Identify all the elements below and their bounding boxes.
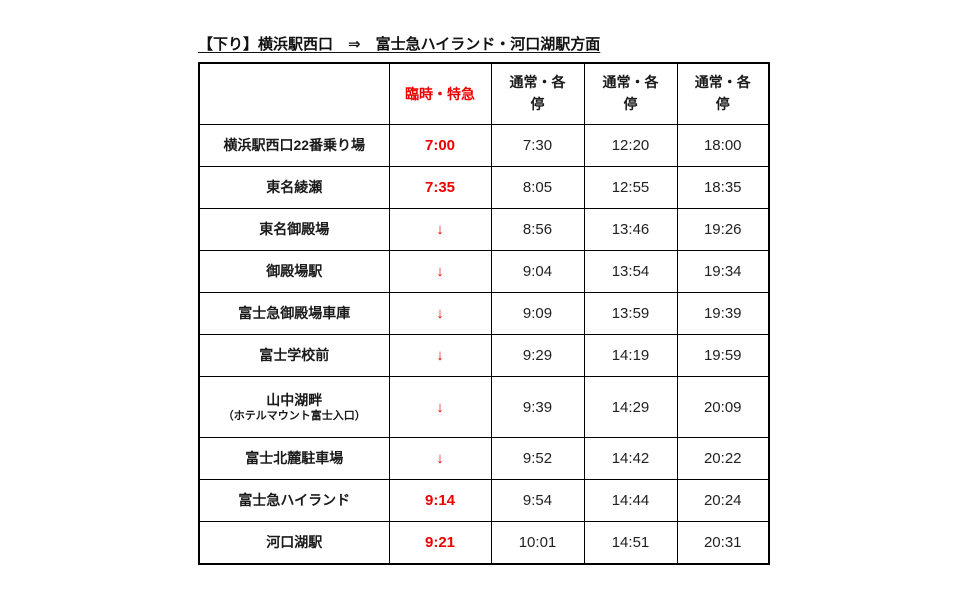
express-time-cell: 7:00 bbox=[388, 124, 492, 167]
table-row: 横浜駅西口22番乗り場 7:00 7:30 12:20 18:00 bbox=[198, 124, 770, 167]
column-header-express: 臨時・特急 bbox=[388, 62, 492, 125]
regular-time-cell: 9:29 bbox=[490, 334, 585, 377]
regular-time-cell: 12:55 bbox=[583, 166, 678, 209]
regular-time-cell: 8:05 bbox=[490, 166, 585, 209]
express-pass-arrow-icon: ↓ bbox=[388, 376, 492, 438]
regular-time-cell: 9:39 bbox=[490, 376, 585, 438]
regular-time-cell: 20:22 bbox=[676, 437, 770, 480]
table-row: 御殿場駅 ↓ 9:04 13:54 19:34 bbox=[198, 250, 770, 293]
column-header-regular-label: 通常・各停 bbox=[602, 74, 659, 112]
express-pass-arrow-icon: ↓ bbox=[388, 292, 492, 335]
regular-time-cell: 7:30 bbox=[490, 124, 585, 167]
regular-time-cell: 9:54 bbox=[490, 479, 585, 522]
regular-time-cell: 10:01 bbox=[490, 521, 585, 565]
column-header-regular-label: 通常・各停 bbox=[694, 74, 751, 112]
regular-time-cell: 14:42 bbox=[583, 437, 678, 480]
station-name-cell: 富士北麓駐車場 bbox=[198, 437, 390, 480]
table-row: 東名御殿場 ↓ 8:56 13:46 19:26 bbox=[198, 208, 770, 251]
regular-time-cell: 8:56 bbox=[490, 208, 585, 251]
station-name-cell: 御殿場駅 bbox=[198, 250, 390, 293]
table-row: 富士学校前 ↓ 9:29 14:19 19:59 bbox=[198, 334, 770, 377]
header-row: 臨時・特急 通常・各停 通常・各停 通常・各停 bbox=[198, 62, 770, 125]
regular-time-cell: 14:19 bbox=[583, 334, 678, 377]
column-header-regular-1: 通常・各停 bbox=[490, 62, 585, 125]
regular-time-cell: 20:31 bbox=[676, 521, 770, 565]
timetable-title: 【下り】横浜駅西口 ⇒ 富士急ハイランド・河口湖駅方面 bbox=[198, 36, 601, 53]
regular-time-cell: 18:35 bbox=[676, 166, 770, 209]
timetable: 臨時・特急 通常・各停 通常・各停 通常・各停 横浜駅西口22番乗り場 7:00… bbox=[198, 62, 770, 565]
column-header-regular-2: 通常・各停 bbox=[583, 62, 678, 125]
timetable-page: 【下り】横浜駅西口 ⇒ 富士急ハイランド・河口湖駅方面 臨時・特急 通常・各停 … bbox=[198, 36, 770, 565]
regular-time-cell: 13:46 bbox=[583, 208, 678, 251]
regular-time-cell: 14:51 bbox=[583, 521, 678, 565]
column-header-regular-label: 通常・各停 bbox=[509, 74, 566, 112]
regular-time-cell: 19:34 bbox=[676, 250, 770, 293]
regular-time-cell: 9:09 bbox=[490, 292, 585, 335]
regular-time-cell: 9:52 bbox=[490, 437, 585, 480]
express-time-cell: 9:21 bbox=[388, 521, 492, 565]
express-pass-arrow-icon: ↓ bbox=[388, 208, 492, 251]
regular-time-cell: 19:59 bbox=[676, 334, 770, 377]
regular-time-cell: 20:24 bbox=[676, 479, 770, 522]
regular-time-cell: 19:26 bbox=[676, 208, 770, 251]
regular-time-cell: 20:09 bbox=[676, 376, 770, 438]
station-name-cell: 富士学校前 bbox=[198, 334, 390, 377]
table-row: 富士北麓駐車場 ↓ 9:52 14:42 20:22 bbox=[198, 437, 770, 480]
regular-time-cell: 12:20 bbox=[583, 124, 678, 167]
table-row: 山中湖畔 （ホテルマウント富士入口） ↓ 9:39 14:29 20:09 bbox=[198, 376, 770, 438]
table-row: 河口湖駅 9:21 10:01 14:51 20:31 bbox=[198, 521, 770, 565]
regular-time-cell: 14:29 bbox=[583, 376, 678, 438]
station-name-cell: 富士急御殿場車庫 bbox=[198, 292, 390, 335]
column-header-regular-3: 通常・各停 bbox=[676, 62, 770, 125]
station-name-cell: 山中湖畔 （ホテルマウント富士入口） bbox=[198, 376, 390, 438]
regular-time-cell: 19:39 bbox=[676, 292, 770, 335]
station-name-cell: 横浜駅西口22番乗り場 bbox=[198, 124, 390, 167]
regular-time-cell: 14:44 bbox=[583, 479, 678, 522]
station-name-cell: 東名御殿場 bbox=[198, 208, 390, 251]
express-pass-arrow-icon: ↓ bbox=[388, 437, 492, 480]
station-name-cell: 東名綾瀬 bbox=[198, 166, 390, 209]
station-name-cell: 富士急ハイランド bbox=[198, 479, 390, 522]
regular-time-cell: 9:04 bbox=[490, 250, 585, 293]
regular-time-cell: 18:00 bbox=[676, 124, 770, 167]
header-station-blank bbox=[198, 62, 390, 125]
express-pass-arrow-icon: ↓ bbox=[388, 334, 492, 377]
express-time-cell: 7:35 bbox=[388, 166, 492, 209]
station-name: 山中湖畔 bbox=[266, 391, 323, 408]
express-time-cell: 9:14 bbox=[388, 479, 492, 522]
table-row: 富士急御殿場車庫 ↓ 9:09 13:59 19:39 bbox=[198, 292, 770, 335]
express-pass-arrow-icon: ↓ bbox=[388, 250, 492, 293]
station-name-sub: （ホテルマウント富士入口） bbox=[222, 409, 366, 422]
station-name-cell: 河口湖駅 bbox=[198, 521, 390, 565]
table-row: 東名綾瀬 7:35 8:05 12:55 18:35 bbox=[198, 166, 770, 209]
regular-time-cell: 13:59 bbox=[583, 292, 678, 335]
regular-time-cell: 13:54 bbox=[583, 250, 678, 293]
table-row: 富士急ハイランド 9:14 9:54 14:44 20:24 bbox=[198, 479, 770, 522]
